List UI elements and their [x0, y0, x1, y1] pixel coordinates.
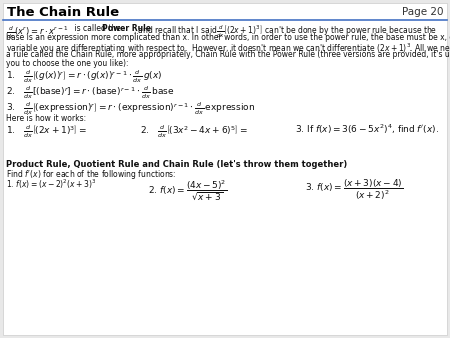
Text: Here is how it works:: Here is how it works:: [6, 114, 86, 123]
Text: base is an expression more complicated than x. In other words, in order to use t: base is an expression more complicated t…: [6, 33, 450, 42]
Text: 1.   $\frac{d}{dx}\left[(2x+1)^3\right] =$: 1. $\frac{d}{dx}\left[(2x+1)^3\right] =$: [6, 123, 87, 140]
Text: is called the: is called the: [72, 24, 123, 33]
Text: 1. $f(x) = (x-2)^2(x+3)^3$: 1. $f(x) = (x-2)^2(x+3)^3$: [6, 178, 96, 191]
Text: The Chain Rule: The Chain Rule: [7, 5, 119, 19]
Text: 3. $f(x) = \dfrac{(x+3)(x-4)}{(x+2)^2}$: 3. $f(x) = \dfrac{(x+3)(x-4)}{(x+2)^2}$: [305, 178, 403, 202]
Text: Product Rule, Quotient Rule and Chain Rule (let's throw them together): Product Rule, Quotient Rule and Chain Ru…: [6, 160, 347, 169]
Text: 3.   $\frac{d}{dx}\left[(\mathrm{expression})^r\right] = r \cdot (\mathrm{expres: 3. $\frac{d}{dx}\left[(\mathrm{expressio…: [6, 100, 255, 117]
Text: Page 20: Page 20: [401, 7, 443, 17]
Text: 2.   $\frac{d}{dx}\left[(\mathrm{base})^r\right] = r \cdot (\mathrm{base})^{r-1}: 2. $\frac{d}{dx}\left[(\mathrm{base})^r\…: [6, 84, 175, 101]
Text: Find $f'(x)$ for each of the following functions:: Find $f'(x)$ for each of the following f…: [6, 168, 176, 181]
Text: 1.   $\frac{d}{dx}\left[(g(x))^r\right] = r \cdot (g(x))^{r-1} \cdot \frac{d}{dx: 1. $\frac{d}{dx}\left[(g(x))^r\right] = …: [6, 68, 162, 84]
Text: a rule called the Chain Rule, more appropriately, Chain Rule with the Power Rule: a rule called the Chain Rule, more appro…: [6, 50, 450, 59]
Text: Power Rule: Power Rule: [102, 24, 151, 33]
Text: $\frac{d}{dx}(x^r) = r \cdot x^{r-1}$: $\frac{d}{dx}(x^r) = r \cdot x^{r-1}$: [6, 25, 68, 41]
Text: 2.   $\frac{d}{dx}\left[(3x^2 - 4x + 6)^5\right] =$: 2. $\frac{d}{dx}\left[(3x^2 - 4x + 6)^5\…: [140, 123, 248, 140]
Text: 3. If $f(x) = 3(6 - 5x^2)^4$, find $f'(x)$.: 3. If $f(x) = 3(6 - 5x^2)^4$, find $f'(x…: [295, 123, 439, 137]
Text: 2. $f(x) = \dfrac{(4x-5)^2}{\sqrt{x+3}}$: 2. $f(x) = \dfrac{(4x-5)^2}{\sqrt{x+3}}$: [148, 178, 227, 202]
Text: you to choose the one you like):: you to choose the one you like):: [6, 58, 129, 68]
Text: variable you are differentiating with respect to.  However, it doesn't mean we c: variable you are differentiating with re…: [6, 42, 450, 56]
Text: , and recall that I said$\frac{d}{dx}\left[(2x+1)^3\right]$ can't be done by the: , and recall that I said$\frac{d}{dx}\le…: [133, 24, 437, 40]
